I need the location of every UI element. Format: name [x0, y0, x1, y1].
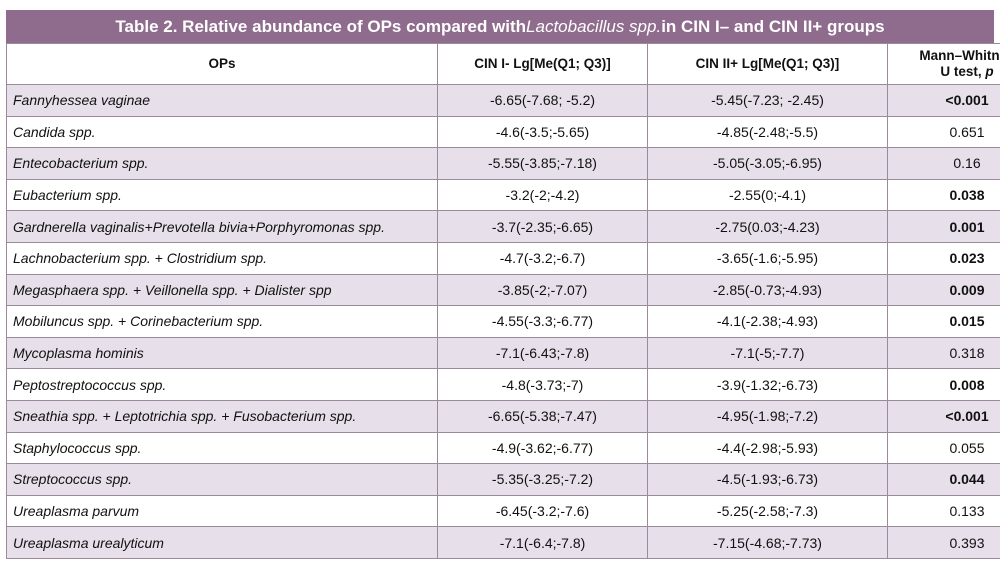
header-mw-p: p: [985, 64, 994, 79]
cell-cin1: -3.2(-2;-4.2): [437, 178, 648, 212]
data-table: OPs CIN I- Lg[Me(Q1; Q3)] CIN II+ Lg[Me(…: [6, 43, 1000, 559]
cell-op: Mycoplasma hominis: [6, 336, 438, 370]
cell-op: Megasphaera spp. + Veillonella spp. + Di…: [6, 273, 438, 307]
cell-cin2: -2.85(-0.73;-4.93): [647, 273, 888, 307]
cell-p-value: 0.008: [887, 368, 1000, 401]
cell-cin2: -5.45(-7.23; -2.45): [647, 84, 888, 117]
cell-cin2: -7.1(-5;-7.7): [647, 336, 888, 370]
cell-cin1: -4.6(-3.5;-5.65): [437, 115, 648, 149]
cell-cin2: -5.25(-2.58;-7.3): [647, 494, 888, 528]
cell-cin1: -7.1(-6.4;-7.8): [437, 526, 648, 559]
cell-cin2: -4.85(-2.48;-5.5): [647, 115, 888, 149]
cell-op: Gardnerella vaginalis+Prevotella bivia+P…: [6, 210, 438, 243]
table-body: Fannyhessea vaginae -6.65(-7.68; -5.2) -5.…: [6, 84, 1000, 559]
cell-cin1: -4.55(-3.3;-6.77): [437, 305, 648, 338]
cell-cin1: -5.35(-3.25;-7.2): [437, 463, 648, 496]
cell-cin2: -4.1(-2.38;-4.93): [647, 305, 888, 338]
table-row: Fannyhessea vaginae -6.65(-7.68; -5.2) -5.…: [6, 84, 1000, 117]
header-row: OPs CIN I- Lg[Me(Q1; Q3)] CIN II+ Lg[Me(…: [6, 43, 1000, 85]
cell-p-value: <0.001: [887, 399, 1000, 433]
cell-p-value: 0.015: [887, 305, 1000, 338]
cell-cin1: -6.65(-5.38;-7.47): [437, 399, 648, 433]
table-row: Peptostreptococcus spp. -4.8(-3.73;-7) -3.…: [6, 368, 1000, 401]
table-title: Table 2. Relative abundance of OPs compa…: [6, 10, 994, 43]
cell-cin1: -4.9(-3.62;-6.77): [437, 431, 648, 465]
cell-cin2: -5.05(-3.05;-6.95): [647, 147, 888, 180]
cell-cin2: -2.75(0.03;-4.23): [647, 210, 888, 243]
table-row: Ureaplasma parvum -6.45(-3.2;-7.6) -5.25(-…: [6, 494, 1000, 528]
table-row: Lachnobacterium spp. + Clostridium spp. -…: [6, 241, 1000, 275]
cell-cin2: -4.95(-1.98;-7.2): [647, 399, 888, 433]
cell-op: Candida spp.: [6, 115, 438, 149]
cell-p-value: <0.001: [887, 84, 1000, 117]
cell-p-value: 0.393: [887, 526, 1000, 559]
cell-p-value: 0.038: [887, 178, 1000, 212]
cell-cin1: -4.8(-3.73;-7): [437, 368, 648, 401]
table-row: Eubacterium spp. -3.2(-2;-4.2) -2.55(0;-4.…: [6, 178, 1000, 212]
cell-p-value: 0.023: [887, 241, 1000, 275]
cell-cin1: -6.65(-7.68; -5.2): [437, 84, 648, 117]
cell-op: Ureaplasma parvum: [6, 494, 438, 528]
cell-cin2: -4.4(-2.98;-5.93): [647, 431, 888, 465]
header-ops: OPs: [6, 43, 438, 85]
header-mann-whitney: Mann–Whitney U test, p: [887, 43, 1000, 85]
table-row: Sneathia spp. + Leptotrichia spp. + Fuso…: [6, 399, 1000, 433]
table-row: Megasphaera spp. + Veillonella spp. + Di…: [6, 273, 1000, 307]
cell-op: Staphylococcus spp.: [6, 431, 438, 465]
cell-op: Entecobacterium spp.: [6, 147, 438, 180]
cell-cin2: -3.9(-1.32;-6.73): [647, 368, 888, 401]
table-container: Table 2. Relative abundance of OPs compa…: [6, 10, 1000, 559]
cell-cin1: -7.1(-6.43;-7.8): [437, 336, 648, 370]
table-row: Mobiluncus spp. + Corinebacterium spp. -4…: [6, 305, 1000, 338]
table-row: Ureaplasma urealyticum -7.1(-6.4;-7.8) -7.…: [6, 526, 1000, 559]
cell-p-value: 0.055: [887, 431, 1000, 465]
cell-cin1: -3.7(-2.35;-6.65): [437, 210, 648, 243]
cell-op: Peptostreptococcus spp.: [6, 368, 438, 401]
title-suffix: in CIN I– and CIN II+ groups: [661, 16, 885, 36]
cell-op: Ureaplasma urealyticum: [6, 526, 438, 559]
cell-cin1: -5.55(-3.85;-7.18): [437, 147, 648, 180]
header-mw-line2: U test,: [940, 64, 986, 79]
title-italic: Lactobacillus spp.: [526, 16, 662, 36]
cell-p-value: 0.133: [887, 494, 1000, 528]
title-prefix: Table 2. Relative abundance of OPs compa…: [115, 16, 527, 36]
cell-cin2: -4.5(-1.93;-6.73): [647, 463, 888, 496]
cell-op: Streptococcus spp.: [6, 463, 438, 496]
cell-op: Fannyhessea vaginae: [6, 84, 438, 117]
cell-cin2: -7.15(-4.68;-7.73): [647, 526, 888, 559]
table-row: Entecobacterium spp. -5.55(-3.85;-7.18) -5…: [6, 147, 1000, 180]
cell-cin1: -4.7(-3.2;-6.7): [437, 241, 648, 275]
table-row: Mycoplasma hominis -7.1(-6.43;-7.8) -7.1(-…: [6, 336, 1000, 370]
cell-op: Sneathia spp. + Leptotrichia spp. + Fuso…: [6, 399, 438, 433]
cell-cin1: -6.45(-3.2;-7.6): [437, 494, 648, 528]
cell-p-value: 0.16: [887, 147, 1000, 180]
cell-cin2: -2.55(0;-4.1): [647, 178, 888, 212]
cell-op: Mobiluncus spp. + Corinebacterium spp.: [6, 305, 438, 338]
cell-p-value: 0.001: [887, 210, 1000, 243]
table-row: Gardnerella vaginalis+Prevotella bivia+P…: [6, 210, 1000, 243]
table-row: Streptococcus spp. -5.35(-3.25;-7.2) -4.5(…: [6, 463, 1000, 496]
table-row: Staphylococcus spp. -4.9(-3.62;-6.77) -4.4…: [6, 431, 1000, 465]
cell-p-value: 0.044: [887, 463, 1000, 496]
cell-op: Eubacterium spp.: [6, 178, 438, 212]
cell-p-value: 0.318: [887, 336, 1000, 370]
cell-cin2: -3.65(-1.6;-5.95): [647, 241, 888, 275]
header-cin1: CIN I- Lg[Me(Q1; Q3)]: [437, 43, 648, 85]
header-cin2: CIN II+ Lg[Me(Q1; Q3)]: [647, 43, 888, 85]
cell-p-value: 0.651: [887, 115, 1000, 149]
header-mw-line1: Mann–Whitney: [919, 48, 1000, 63]
cell-cin1: -3.85(-2;-7.07): [437, 273, 648, 307]
cell-op: Lachnobacterium spp. + Clostridium spp.: [6, 241, 438, 275]
cell-p-value: 0.009: [887, 273, 1000, 307]
table-row: Candida spp. -4.6(-3.5;-5.65) -4.85(-2.48;…: [6, 115, 1000, 149]
